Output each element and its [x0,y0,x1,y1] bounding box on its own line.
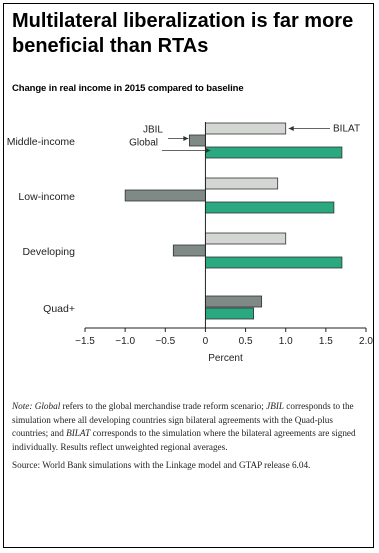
series-label-bilat: BILAT [333,124,360,135]
arrow-head [288,126,294,131]
note-paragraph: Note: Global refers to the global mercha… [12,400,370,454]
x-tick-label: 1.5 [319,336,333,347]
bar-jbil-middle-income [188,134,206,147]
bar-jbil-developing [172,244,206,257]
bar-global-quad- [205,307,255,320]
series-label-global: Global [129,138,158,149]
bar-jbil-low-income [124,189,206,202]
figure-frame [3,3,374,548]
note-global-term: Global [34,401,61,411]
note-text-3: corresponds to the simulation where the … [12,428,356,452]
category-label: Middle-income [7,136,75,148]
x-tick-label: 0.5 [239,336,253,347]
arrow-head [205,148,211,153]
x-tick-label: 2.0 [359,336,373,347]
bar-bilat-developing [205,232,287,245]
category-label: Developing [22,246,75,258]
bar-chart: Middle-income Low-income Developing Quad+ −1… [7,122,373,364]
bar-global-middle-income [205,146,343,159]
x-tick-label: 0 [203,336,209,347]
bar-jbil-quad- [205,295,263,308]
bar-global-developing [205,256,343,269]
bar-bilat-low-income [205,177,279,190]
bar-bilat-middle-income [205,122,287,135]
source-paragraph: Source: World Bank simulations with the … [12,460,311,471]
note-label: Note: [12,401,33,411]
series-label-jbil: JBIL [143,125,163,136]
note-bilat-term: BILAT [66,428,91,439]
x-tick-label: −0.5 [155,336,175,347]
chart-title: Multilateral liberalization is far more … [12,10,354,57]
note-jbil-term: JBIL [266,401,284,411]
arrow-head [183,136,189,141]
x-tick-label: −1.5 [75,336,95,347]
x-tick-label: 1.0 [279,336,293,347]
category-label: Low-income [18,191,75,203]
note-text-1: refers to the global merchandise trade r… [62,401,264,411]
bar-global-low-income [205,201,335,214]
chart-note: Note: Global refers to the global mercha… [12,400,370,478]
category-label: Quad+ [43,303,75,315]
note-text-2: corresponds to the simulation where all … [12,401,354,439]
chart-subtitle: Change in real income in 2015 compared t… [12,83,244,94]
x-tick-label: −1.0 [115,336,135,347]
x-axis-label: Percent [208,353,243,364]
